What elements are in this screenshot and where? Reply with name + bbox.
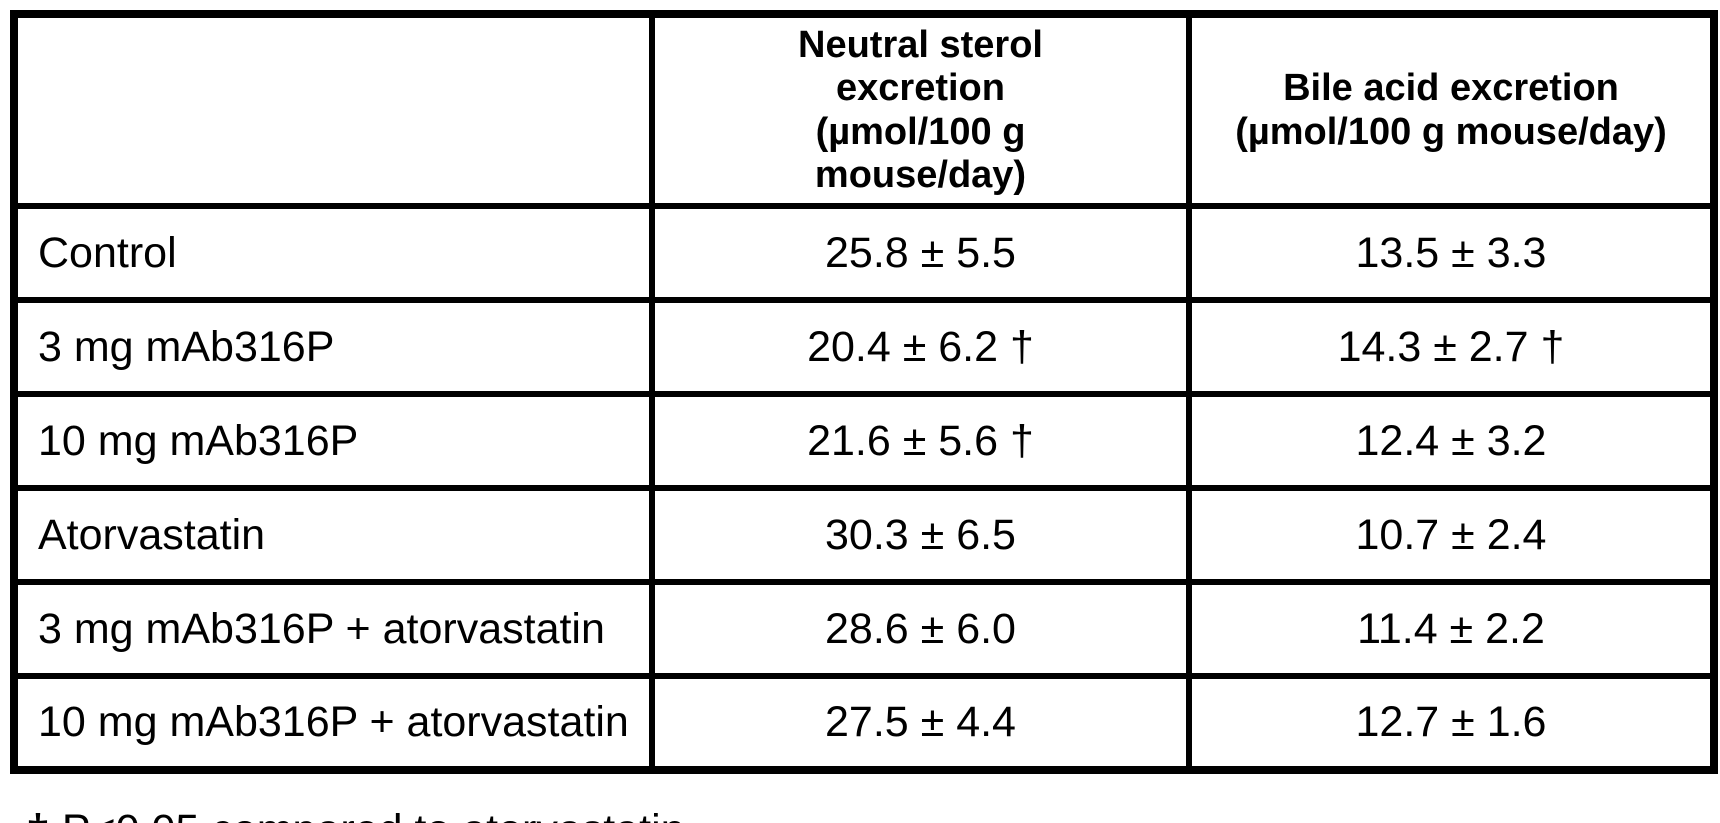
table-row-10mg-mab316p: 10 mg mAb316P 21.6 ± 5.6 † 12.4 ± 3.2 — [11, 391, 1717, 491]
bile-acid-value: 14.3 ± 2.7 † — [1186, 297, 1717, 397]
row-label: 10 mg mAb316P + atorvastatin — [11, 673, 655, 773]
bile-acid-value: 12.7 ± 1.6 — [1186, 673, 1717, 773]
table-row-10mg-mab316p-atorvastatin: 10 mg mAb316P + atorvastatin 27.5 ± 4.4 … — [11, 673, 1717, 773]
neutral-sterol-value: 21.6 ± 5.6 † — [649, 391, 1192, 491]
table-row-atorvastatin: Atorvastatin 30.3 ± 6.5 10.7 ± 2.4 — [11, 485, 1717, 585]
row-label: 10 mg mAb316P — [11, 391, 655, 491]
row-label: Control — [11, 203, 655, 303]
neutral-sterol-value: 27.5 ± 4.4 — [649, 673, 1192, 773]
header-neutral-sterol-cell: Neutral sterol excretion (µmol/100 g mou… — [649, 11, 1192, 209]
bile-acid-value: 10.7 ± 2.4 — [1186, 485, 1717, 585]
excretion-table: Neutral sterol excretion (µmol/100 g mou… — [10, 10, 1718, 774]
neutral-sterol-value: 25.8 ± 5.5 — [649, 203, 1192, 303]
neutral-sterol-value: 28.6 ± 6.0 — [649, 579, 1192, 679]
neutral-sterol-value: 30.3 ± 6.5 — [649, 485, 1192, 585]
row-label: 3 mg mAb316P + atorvastatin — [11, 579, 655, 679]
bile-acid-value: 12.4 ± 3.2 — [1186, 391, 1717, 491]
table-row-3mg-mab316p-atorvastatin: 3 mg mAb316P + atorvastatin 28.6 ± 6.0 1… — [11, 579, 1717, 679]
table-footnote: † P<0.05 compared to atorvastatin — [26, 806, 685, 823]
header-row: Neutral sterol excretion (µmol/100 g mou… — [11, 11, 1717, 209]
neutral-sterol-value: 20.4 ± 6.2 † — [649, 297, 1192, 397]
bile-acid-value: 11.4 ± 2.2 — [1186, 579, 1717, 679]
header-bile-acid-cell: Bile acid excretion (µmol/100 g mouse/da… — [1186, 11, 1717, 209]
row-label: 3 mg mAb316P — [11, 297, 655, 397]
bile-acid-value: 13.5 ± 3.3 — [1186, 203, 1717, 303]
table-row-control: Control 25.8 ± 5.5 13.5 ± 3.3 — [11, 203, 1717, 303]
row-label: Atorvastatin — [11, 485, 655, 585]
header-group-cell — [11, 11, 655, 209]
table-row-3mg-mab316p: 3 mg mAb316P 20.4 ± 6.2 † 14.3 ± 2.7 † — [11, 297, 1717, 397]
